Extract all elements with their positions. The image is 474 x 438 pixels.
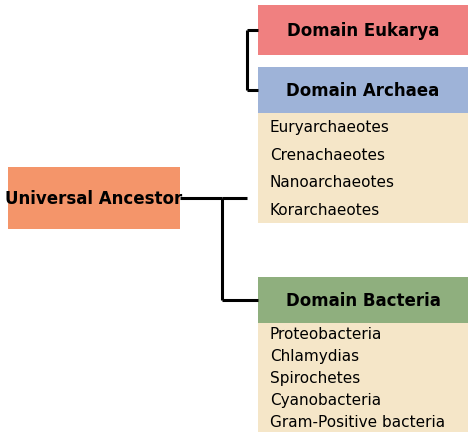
Text: Gram-Positive bacteria: Gram-Positive bacteria: [270, 413, 445, 429]
Text: Domain Archaea: Domain Archaea: [286, 82, 439, 100]
Text: Proteobacteria: Proteobacteria: [270, 327, 383, 342]
Text: Nanoarchaeotes: Nanoarchaeotes: [270, 175, 395, 190]
FancyBboxPatch shape: [258, 68, 468, 114]
Text: Universal Ancestor: Universal Ancestor: [5, 190, 182, 208]
Text: Korarchaeotes: Korarchaeotes: [270, 202, 380, 217]
Text: Euryarchaeotes: Euryarchaeotes: [270, 120, 390, 135]
FancyBboxPatch shape: [258, 6, 468, 56]
FancyBboxPatch shape: [258, 114, 468, 223]
Text: Domain Eukarya: Domain Eukarya: [287, 22, 439, 40]
FancyBboxPatch shape: [258, 277, 468, 323]
FancyBboxPatch shape: [8, 168, 180, 230]
Text: Domain Bacteria: Domain Bacteria: [285, 291, 440, 309]
Text: Chlamydias: Chlamydias: [270, 348, 359, 364]
FancyBboxPatch shape: [258, 323, 468, 432]
Text: Cyanobacteria: Cyanobacteria: [270, 392, 381, 407]
Text: Crenachaeotes: Crenachaeotes: [270, 148, 385, 162]
Text: Spirochetes: Spirochetes: [270, 370, 360, 385]
